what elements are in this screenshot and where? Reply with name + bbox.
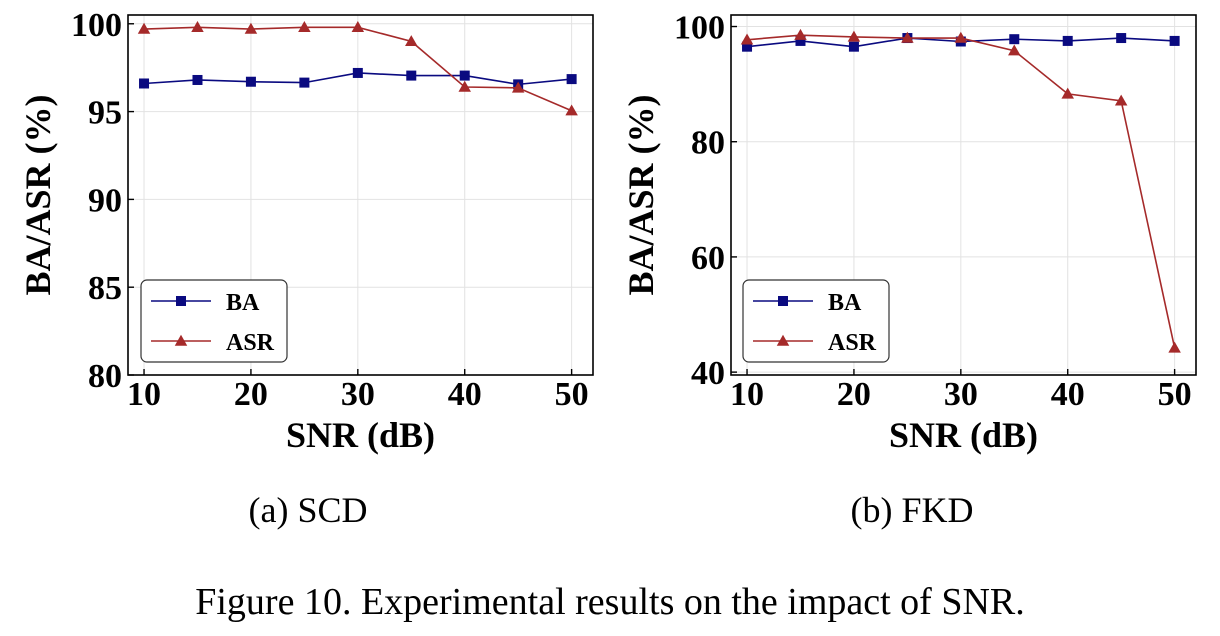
data-point-ba [459, 70, 470, 81]
data-point-ba [848, 41, 859, 52]
data-point-ba [352, 67, 363, 78]
data-point-ba [1116, 33, 1127, 44]
y-tick-label: 80 [88, 358, 122, 395]
data-point-ba [1169, 35, 1180, 46]
legend-marker-ba [778, 296, 788, 306]
data-point-asr [511, 81, 525, 93]
data-point-asr [901, 31, 914, 43]
data-point-asr [794, 28, 807, 40]
data-point-ba [192, 74, 203, 85]
series-asr [137, 21, 578, 116]
data-point-ba [139, 78, 150, 89]
y-tick-label: 80 [691, 125, 725, 162]
data-point-asr [565, 104, 578, 116]
chart-scd: 10 20 30 40 50 80 85 90 95 100 SNR (dB) BA/ASR (%) (… [18, 7, 594, 530]
x-tick-label: 30 [944, 376, 978, 413]
x-tick-label: 20 [837, 376, 871, 413]
x-tick-label: 40 [1051, 376, 1085, 413]
data-point-asr [954, 31, 968, 43]
subcaption: (b) FKD [851, 490, 974, 530]
legend-label-ba: BA [226, 290, 260, 316]
legend: BA ASR [140, 279, 288, 363]
legend: BA ASR [742, 279, 890, 363]
plot-frame [730, 14, 1197, 376]
data-point-ba [795, 35, 806, 46]
data-point-ba [245, 76, 256, 87]
legend-marker-asr [174, 334, 188, 346]
data-point-asr [458, 80, 471, 92]
figure-caption: Figure 10. Experimental results on the i… [195, 581, 1025, 623]
data-point-ba [566, 74, 577, 85]
legend-label-ba: BA [828, 290, 862, 316]
plot-frame [127, 14, 594, 376]
data-point-ba [1009, 34, 1020, 45]
y-tick-label: 90 [88, 182, 122, 219]
series-asr [740, 28, 1181, 353]
chart-fkd: 10 20 30 40 50 40 60 80 100 SNR (dB) BA/ASR (%) (b)… [621, 10, 1197, 530]
data-point-asr [847, 30, 861, 42]
x-tick-label: 10 [730, 376, 764, 413]
data-point-asr [298, 21, 311, 32]
data-point-asr [1008, 44, 1021, 56]
legend-marker-asr [776, 334, 790, 346]
y-tick-label: 95 [88, 95, 122, 132]
y-tick-label: 60 [691, 240, 725, 277]
y-tick-label: 40 [691, 355, 725, 392]
x-axis-label: SNR (dB) [889, 415, 1038, 455]
data-point-asr [1114, 94, 1128, 106]
data-point-asr [1168, 341, 1181, 353]
x-tick-label: 50 [555, 376, 589, 413]
data-point-ba [406, 70, 417, 81]
legend-label-asr: ASR [226, 330, 275, 356]
x-tick-label: 40 [448, 376, 482, 413]
y-axis-label: BA/ASR (%) [621, 94, 661, 295]
legend-label-asr: ASR [828, 330, 877, 356]
data-point-asr [740, 33, 754, 45]
data-point-asr [1061, 87, 1074, 99]
data-point-asr [405, 35, 418, 47]
legend-marker-ba [176, 296, 186, 306]
data-point-asr [191, 21, 204, 32]
data-point-asr [351, 21, 365, 32]
data-point-ba [1062, 35, 1073, 46]
subcaption: (a) SCD [249, 490, 368, 530]
data-point-ba [742, 41, 753, 52]
y-tick-label: 85 [88, 270, 122, 307]
x-tick-label: 10 [127, 376, 161, 413]
x-tick-label: 30 [341, 376, 375, 413]
data-point-asr [244, 22, 258, 34]
x-tick-label: 20 [234, 376, 268, 413]
y-axis-label: BA/ASR (%) [18, 94, 58, 295]
data-point-ba [299, 77, 310, 88]
y-tick-label: 100 [71, 7, 122, 44]
x-axis-label: SNR (dB) [286, 415, 435, 455]
y-tick-label: 100 [674, 10, 725, 47]
x-tick-label: 50 [1158, 376, 1192, 413]
data-point-asr [137, 22, 151, 34]
